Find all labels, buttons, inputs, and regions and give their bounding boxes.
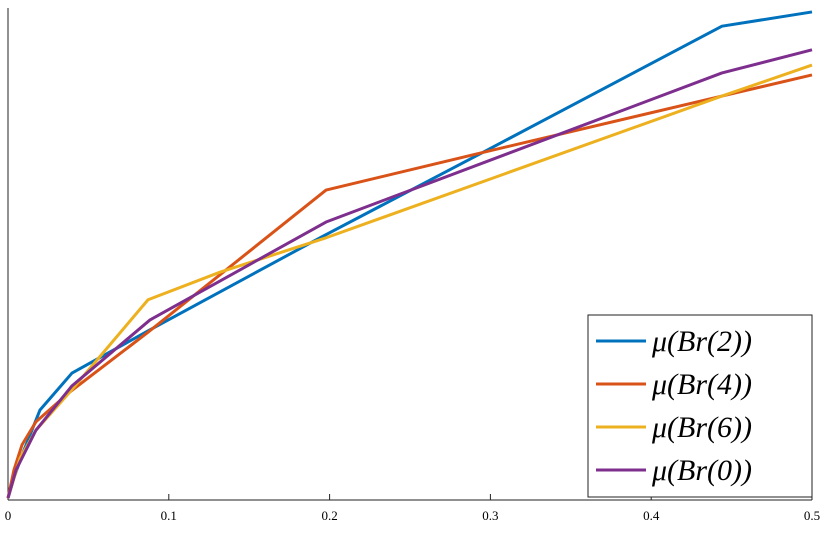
x-tick-label: 0.1 [161, 508, 177, 523]
line [6, 48, 813, 499]
legend-label: μ(Br(4)) [651, 368, 752, 401]
legend-label: μ(Br(2)) [651, 325, 752, 358]
x-tick-label: 0.3 [482, 508, 498, 523]
legend-label: μ(Br(0)) [651, 454, 752, 487]
legend-label: μ(Br(6)) [651, 411, 752, 444]
x-tick-label: 0.2 [321, 508, 337, 523]
x-tick-label: 0.5 [804, 508, 820, 523]
legend-box [587, 314, 813, 498]
x-tick-label: 0.4 [643, 508, 660, 523]
line [6, 73, 813, 499]
x-tick-label: 0 [5, 508, 12, 523]
